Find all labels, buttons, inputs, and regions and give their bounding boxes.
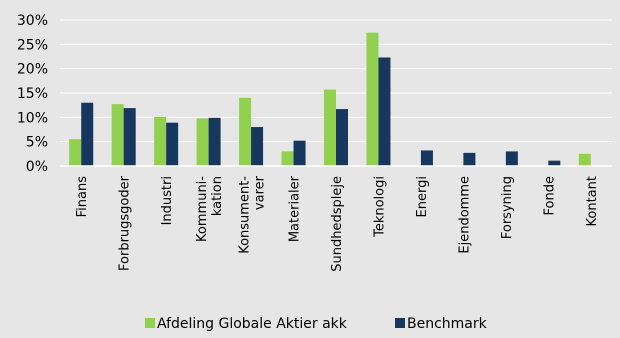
x-category-label: Materialer bbox=[288, 175, 303, 242]
bar-fund bbox=[196, 118, 209, 166]
x-category-label: Industri bbox=[160, 176, 175, 225]
bar-benchmark bbox=[463, 152, 476, 166]
bar-benchmark bbox=[378, 57, 391, 167]
legend: Afdeling Globale Aktier akk Benchmark bbox=[145, 316, 488, 332]
bars bbox=[69, 32, 591, 167]
bar-benchmark bbox=[420, 150, 433, 166]
x-axis-category-labels: Finans Forbrugsgoder Industri Kommuni-katio… bbox=[75, 175, 600, 271]
bar-benchmark bbox=[548, 160, 561, 166]
bar-fund bbox=[578, 153, 591, 166]
x-category-label: Sundhedspleje bbox=[330, 176, 345, 272]
bar-benchmark bbox=[293, 140, 306, 166]
x-category-label: varer bbox=[253, 175, 268, 210]
x-category-label: Ejendomme bbox=[457, 176, 472, 254]
x-category-label: Konsument- bbox=[238, 176, 253, 254]
bar-fund bbox=[239, 97, 252, 166]
bar-benchmark bbox=[208, 117, 221, 166]
bar-fund bbox=[281, 151, 294, 166]
bar-benchmark bbox=[166, 122, 179, 166]
bar-benchmark bbox=[81, 102, 94, 166]
bar-fund bbox=[366, 32, 379, 166]
bar-benchmark bbox=[336, 109, 348, 166]
y-axis-ticks: 0% 5% 10% 15% 20% 25% 30% bbox=[17, 13, 48, 175]
x-category-label: Kommuni- bbox=[195, 176, 210, 242]
x-category-label: Forbrugsgoder bbox=[118, 175, 133, 271]
y-tick-label: 0% bbox=[26, 159, 48, 175]
x-category-label: Kontant bbox=[585, 176, 600, 226]
y-tick-label: 30% bbox=[17, 13, 48, 29]
y-tick-label: 5% bbox=[26, 135, 48, 151]
bar-benchmark bbox=[251, 127, 264, 166]
bar-fund bbox=[111, 104, 124, 166]
x-category-label: Forsyning bbox=[500, 176, 515, 239]
legend-swatch bbox=[145, 318, 155, 328]
legend-label: Afdeling Globale Aktier akk bbox=[157, 316, 348, 332]
x-category-label: Finans bbox=[75, 176, 90, 218]
bar-benchmark bbox=[505, 151, 518, 166]
x-category-label: Energi bbox=[415, 176, 430, 217]
x-category-label: Teknologi bbox=[372, 176, 387, 238]
y-tick-label: 20% bbox=[17, 62, 48, 78]
legend-label: Benchmark bbox=[407, 316, 488, 332]
bar-fund bbox=[324, 89, 336, 166]
bar-fund bbox=[69, 139, 82, 166]
x-category-label: Fonde bbox=[542, 176, 557, 215]
bar-fund bbox=[154, 116, 167, 166]
x-category-label: kation bbox=[210, 176, 225, 216]
legend-swatch bbox=[395, 318, 405, 328]
y-tick-label: 25% bbox=[17, 37, 48, 53]
y-tick-label: 10% bbox=[17, 110, 48, 126]
y-tick-label: 15% bbox=[17, 86, 48, 102]
bar-benchmark bbox=[123, 108, 136, 166]
